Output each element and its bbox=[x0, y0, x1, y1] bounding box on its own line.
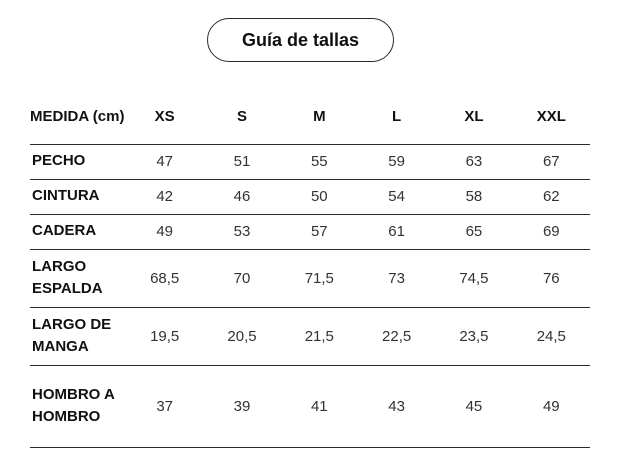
table-cell: 76 bbox=[542, 269, 560, 287]
table-cell: 49 bbox=[156, 223, 174, 240]
table-cell: 43 bbox=[388, 397, 405, 415]
size-guide-title[interactable]: Guía de tallas bbox=[207, 18, 394, 62]
size-header-l: L bbox=[392, 108, 402, 126]
table-cell: 74,5 bbox=[459, 269, 489, 287]
table-cell: 24,5 bbox=[536, 327, 566, 345]
measure-column-header: MEDIDA (cm) bbox=[30, 107, 125, 125]
table-header-row: MEDIDA (cm) XS S M L XL XXL bbox=[30, 90, 590, 144]
row-label: LARGO DE MANGA bbox=[32, 315, 112, 356]
table-row-hombro-a-hombro: HOMBRO A HOMBRO 37 39 41 43 45 49 bbox=[30, 365, 590, 447]
table-cell: 45 bbox=[465, 397, 483, 415]
row-label: LARGO ESPALDA bbox=[32, 257, 103, 298]
table-cell: 41 bbox=[310, 397, 328, 415]
table-cell: 69 bbox=[542, 223, 560, 240]
table-cell: 37 bbox=[156, 397, 174, 415]
table-cell: 62 bbox=[542, 188, 560, 205]
table-cell: 21,5 bbox=[304, 327, 334, 345]
table-cell: 54 bbox=[388, 188, 405, 205]
row-label: CADERA bbox=[32, 222, 97, 240]
size-header-xs: XS bbox=[154, 108, 175, 126]
table-row-largo-de-manga: LARGO DE MANGA 19,5 20,5 21,5 22,5 23,5 … bbox=[30, 307, 590, 365]
size-header-xl: XL bbox=[464, 108, 484, 126]
table-cell: 51 bbox=[233, 153, 251, 170]
table-cell: 65 bbox=[465, 223, 483, 240]
table-cell: 50 bbox=[310, 188, 328, 205]
row-label: HOMBRO A HOMBRO bbox=[32, 385, 115, 426]
table-row-largo-espalda: LARGO ESPALDA 68,5 70 71,5 73 74,5 76 bbox=[30, 249, 590, 307]
table-cell: 58 bbox=[465, 188, 483, 205]
table-cell: 42 bbox=[156, 188, 174, 205]
table-row-cadera: CADERA 49 53 57 61 65 69 bbox=[30, 214, 590, 249]
table-cell: 63 bbox=[465, 153, 483, 170]
table-cell: 20,5 bbox=[227, 327, 257, 345]
table-cell: 22,5 bbox=[382, 327, 412, 345]
table-cell: 71,5 bbox=[304, 269, 334, 287]
table-cell: 49 bbox=[542, 397, 560, 415]
row-label: PECHO bbox=[32, 152, 86, 170]
table-cell: 73 bbox=[388, 269, 405, 287]
table-row-pecho: PECHO 47 51 55 59 63 67 bbox=[30, 144, 590, 179]
table-row-cintura: CINTURA 42 46 50 54 58 62 bbox=[30, 179, 590, 214]
table-cell: 19,5 bbox=[150, 327, 180, 345]
table-cell: 47 bbox=[156, 153, 174, 170]
table-cell: 39 bbox=[233, 397, 251, 415]
table-cell: 57 bbox=[310, 223, 328, 240]
table-cell: 55 bbox=[310, 153, 328, 170]
table-cell: 46 bbox=[233, 188, 251, 205]
size-chart-table: MEDIDA (cm) XS S M L XL XXL PECHO 47 51 … bbox=[30, 90, 590, 448]
size-header-s: S bbox=[236, 108, 247, 126]
table-cell: 23,5 bbox=[459, 327, 489, 345]
size-header-m: M bbox=[313, 108, 326, 126]
table-cell: 59 bbox=[388, 153, 405, 170]
table-cell: 68,5 bbox=[150, 269, 180, 287]
table-cell: 67 bbox=[542, 153, 560, 170]
table-cell: 70 bbox=[233, 269, 251, 287]
row-label: CINTURA bbox=[32, 187, 100, 205]
table-cell: 53 bbox=[233, 223, 251, 240]
table-cell: 61 bbox=[388, 223, 405, 240]
size-header-xxl: XXL bbox=[536, 108, 566, 126]
